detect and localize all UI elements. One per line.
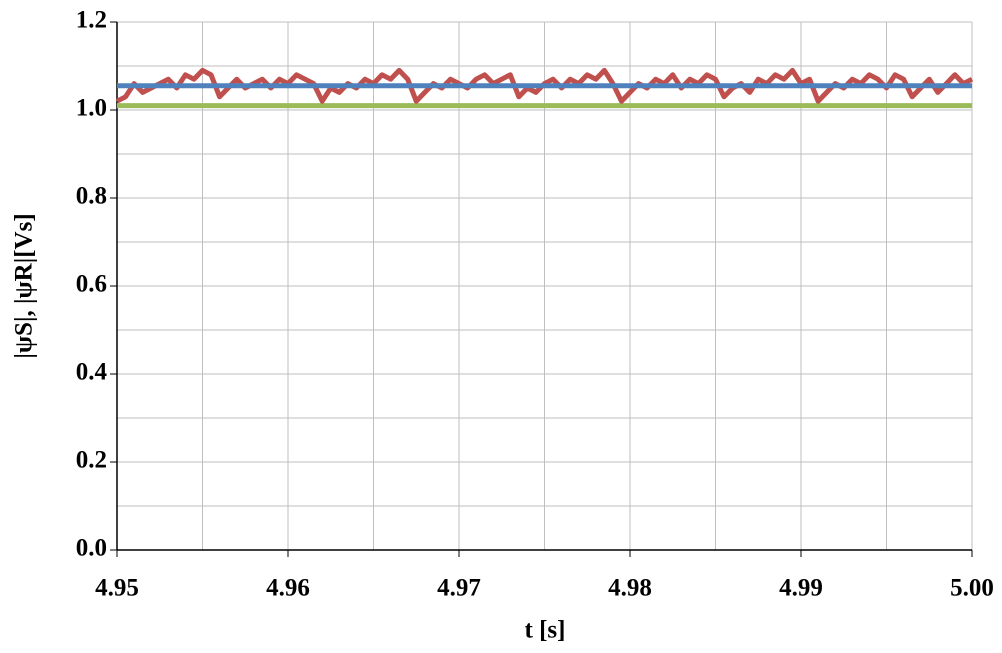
x-tick-label: 5.00: [950, 575, 994, 602]
x-tick-label: 4.95: [95, 575, 139, 602]
x-tick-label: 4.98: [608, 575, 652, 602]
y-tick-label: 1.2: [76, 7, 107, 34]
y-tick-label: 0.2: [76, 447, 107, 474]
y-tick-label: 0.0: [76, 535, 107, 562]
y-axis-label: |ψS|, |ψR|[Vs]: [11, 213, 38, 358]
y-tick-label: 1.0: [76, 95, 107, 122]
y-tick-label: 0.8: [76, 183, 107, 210]
y-tick-label: 0.4: [76, 359, 108, 386]
x-axis-label: t [s]: [525, 617, 566, 644]
y-tick-label: 0.6: [76, 271, 107, 298]
x-tick-label: 4.99: [779, 575, 823, 602]
x-tick-label: 4.97: [437, 575, 481, 602]
x-tick-label: 4.96: [266, 575, 310, 602]
